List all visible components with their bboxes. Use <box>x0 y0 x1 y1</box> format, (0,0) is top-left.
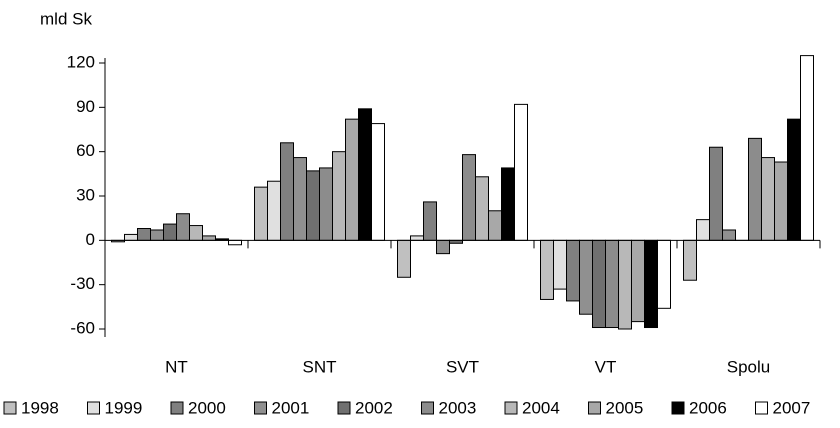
bar <box>124 233 138 241</box>
x-tick-label: SVT <box>446 357 479 376</box>
bar <box>631 239 645 323</box>
bar <box>228 239 242 246</box>
legend-label: 2005 <box>606 398 644 417</box>
bar <box>280 142 294 241</box>
legend-label: 2004 <box>522 398 560 417</box>
legend-swatch <box>504 401 518 415</box>
bar <box>488 210 502 241</box>
legend-swatch <box>3 401 17 415</box>
x-tick-label: Spolu <box>727 357 770 376</box>
bar <box>371 123 385 241</box>
legend-swatch <box>87 401 100 415</box>
bar <box>410 235 424 241</box>
bar <box>202 235 216 241</box>
bar <box>306 170 320 241</box>
bar <box>605 239 619 329</box>
x-tick-label: VT <box>595 357 617 376</box>
y-tick-label: -60 <box>70 318 95 337</box>
y-tick-label: -30 <box>70 274 95 293</box>
legend-label: 2000 <box>188 398 226 417</box>
legend-swatch <box>421 401 434 415</box>
legend-label: 2001 <box>272 398 310 417</box>
bar <box>319 167 333 241</box>
legend-label: 2003 <box>439 398 477 417</box>
legend-label: 2002 <box>355 398 393 417</box>
y-tick-label: 120 <box>67 52 95 71</box>
bar <box>579 239 593 315</box>
bar <box>475 176 489 241</box>
bar <box>358 108 372 241</box>
legend-swatch <box>671 401 685 415</box>
bar <box>774 161 788 241</box>
bar <box>436 239 450 255</box>
bar <box>761 157 775 241</box>
bar <box>683 239 697 281</box>
legend-swatch <box>254 401 267 415</box>
bar <box>566 239 580 302</box>
legend-label: 1998 <box>21 398 59 417</box>
legend-swatch <box>588 401 601 415</box>
x-tick-label: NT <box>165 357 188 376</box>
bar <box>722 229 736 241</box>
bar <box>254 186 268 241</box>
bar <box>644 239 658 329</box>
bar <box>137 228 151 241</box>
bar <box>397 239 411 278</box>
legend-label: 2006 <box>689 398 727 417</box>
bar <box>592 239 606 329</box>
bar <box>332 151 346 241</box>
bar <box>696 219 710 241</box>
bar <box>150 229 164 241</box>
bar <box>163 223 177 241</box>
legend-label: 2007 <box>773 398 811 417</box>
bar <box>748 137 762 241</box>
y-axis-label: mld Sk <box>40 9 92 28</box>
bar <box>176 213 190 241</box>
y-tick-label: 0 <box>86 230 95 249</box>
y-tick-label: 60 <box>76 141 95 160</box>
bar <box>553 239 567 290</box>
bar <box>501 167 515 241</box>
y-tick-label: 90 <box>76 97 95 116</box>
bar <box>709 146 723 241</box>
legend-swatch <box>755 401 768 415</box>
bar <box>345 118 359 241</box>
bar <box>540 239 554 300</box>
bar <box>189 225 203 241</box>
bar <box>618 239 632 330</box>
legend-label: 1999 <box>105 398 143 417</box>
bar <box>462 154 476 241</box>
legend-swatch <box>337 401 351 415</box>
bar <box>787 118 801 241</box>
x-tick-label: SNT <box>303 357 337 376</box>
bar <box>657 239 671 309</box>
bar <box>800 55 814 241</box>
y-tick-label: 30 <box>76 185 95 204</box>
bar <box>423 201 437 241</box>
bar <box>293 157 307 241</box>
bar <box>514 103 528 241</box>
legend-swatch <box>170 401 184 415</box>
bar <box>267 180 281 241</box>
